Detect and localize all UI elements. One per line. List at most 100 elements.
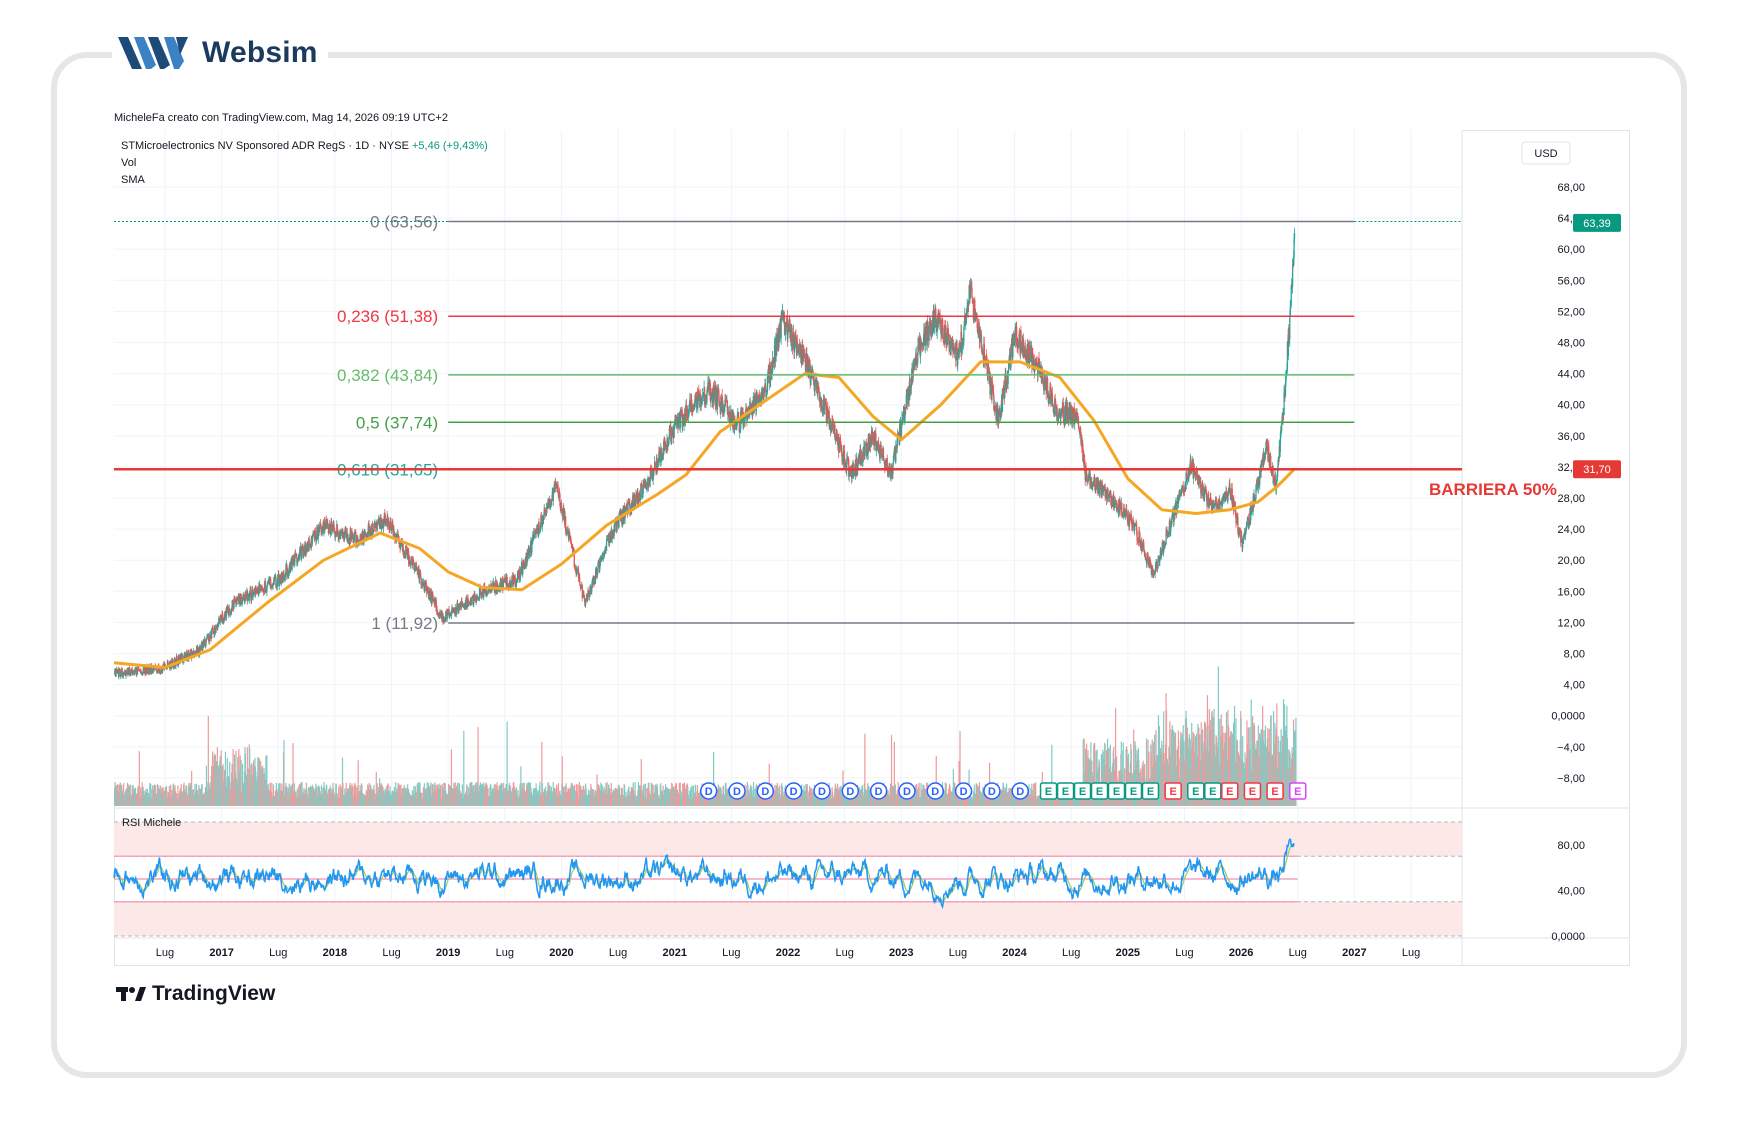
candle-body [298,555,300,560]
candle-body [240,593,242,600]
candle-body [384,512,386,515]
candle-body [117,669,120,677]
candle-body [263,591,265,593]
volume-bar [774,784,776,806]
candle-body [271,586,273,588]
candle-body [262,589,265,592]
volume-bar [840,785,842,806]
volume-bar [521,782,523,806]
candle-body [235,596,238,605]
volume-bar [408,788,410,806]
candle-body [364,532,366,536]
candle-body [408,550,410,564]
volume-bar [356,786,358,806]
candle-body [130,670,132,674]
candle-body [157,669,159,673]
candle-body [424,580,426,592]
candle-body [266,584,269,586]
candle-body [657,460,660,464]
volume-bar [952,769,954,806]
candle-body [683,414,686,420]
candle-body [458,605,461,610]
volume-bar [423,783,425,806]
candle-body [501,579,504,584]
candle-body [302,546,304,556]
candle-body [194,652,197,654]
candle-body [215,625,217,633]
candle-body [161,670,163,672]
volume-bar [1252,716,1254,806]
candle-body [596,569,598,575]
candle-body [535,530,537,535]
candle-body [349,537,351,545]
candle-body [497,589,499,592]
candle-body [234,599,237,602]
candle-body [559,494,561,506]
volume-bar [174,791,177,806]
candle-body [478,598,480,600]
candle-body [545,507,548,512]
candle-body [396,535,398,539]
candle-body [189,649,191,656]
candle-body [133,670,135,673]
candle-body [231,608,233,612]
candle-body [399,544,402,549]
candle-body [264,581,267,592]
candle-body [500,579,502,581]
candle-body [307,547,309,552]
volume-bar [1233,705,1236,806]
volume-bar [400,784,402,806]
candle-body [677,418,680,429]
volume-bar [329,785,331,806]
candle-body [222,618,224,623]
candle-body [229,612,231,614]
volume-bar [380,783,382,806]
volume-bar [683,783,685,806]
candle-body [570,539,572,542]
volume-bar [259,759,261,806]
volume-bar [569,788,571,806]
rsi-oversold-zone [114,901,1462,936]
volume-bar [893,741,895,806]
candle-body [219,616,221,623]
candle-body [494,587,496,593]
candle-body [444,619,446,621]
volume-bar [577,784,579,806]
volume-bar [278,783,280,806]
volume-bar [475,782,477,806]
volume-bar [605,783,607,806]
candle-body [140,669,142,672]
candle-body [691,399,693,412]
volume-bar [438,788,441,806]
candle-body [286,569,289,577]
candle-body [374,523,377,528]
candle-body [388,521,390,527]
candle-body [627,501,630,503]
volume-bar [1282,699,1285,806]
candle-body [281,580,284,582]
volume-bar [756,785,758,806]
candle-body [640,483,642,500]
candle-body [254,588,257,595]
candle-body [308,538,310,545]
volume-bar [206,782,208,806]
candle-body [119,670,122,677]
candle-body [270,578,272,586]
candle-body [205,639,208,641]
candle-body [379,517,381,528]
candle-body [327,522,329,524]
candle-body [372,530,375,533]
candle-body [300,546,303,559]
candle-body [241,597,244,602]
volume-bar [921,789,923,806]
candle-body [648,479,650,487]
candle-body [513,575,515,581]
candle-body [334,536,337,538]
candle-body [549,501,552,508]
volume-bar [806,784,808,806]
candle-body [215,625,218,628]
candle-body [247,599,249,602]
volume-bar [1247,727,1249,806]
volume-bar [1198,727,1200,806]
